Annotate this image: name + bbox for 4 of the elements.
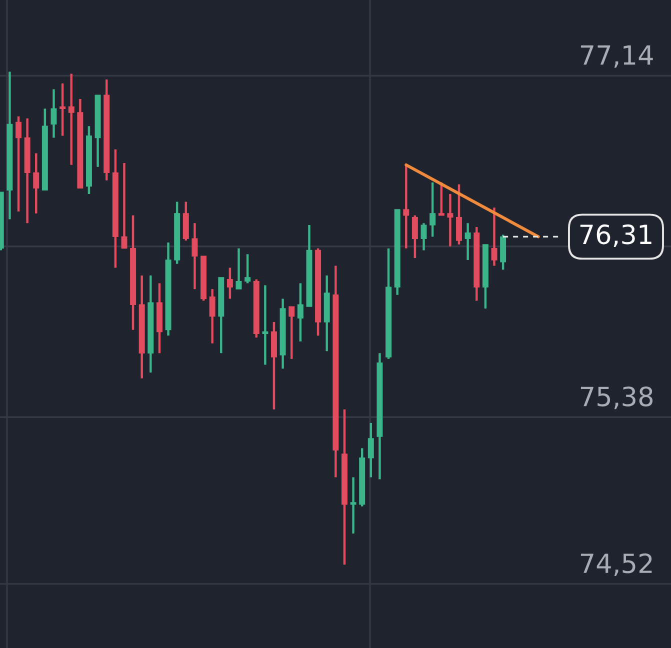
ref-line-label: 76,31 — [580, 224, 652, 248]
y-tick-label: 77,14 — [580, 45, 653, 68]
y-tick-label: 74,52 — [580, 553, 652, 576]
y-tick-label: 75,38 — [580, 386, 653, 410]
